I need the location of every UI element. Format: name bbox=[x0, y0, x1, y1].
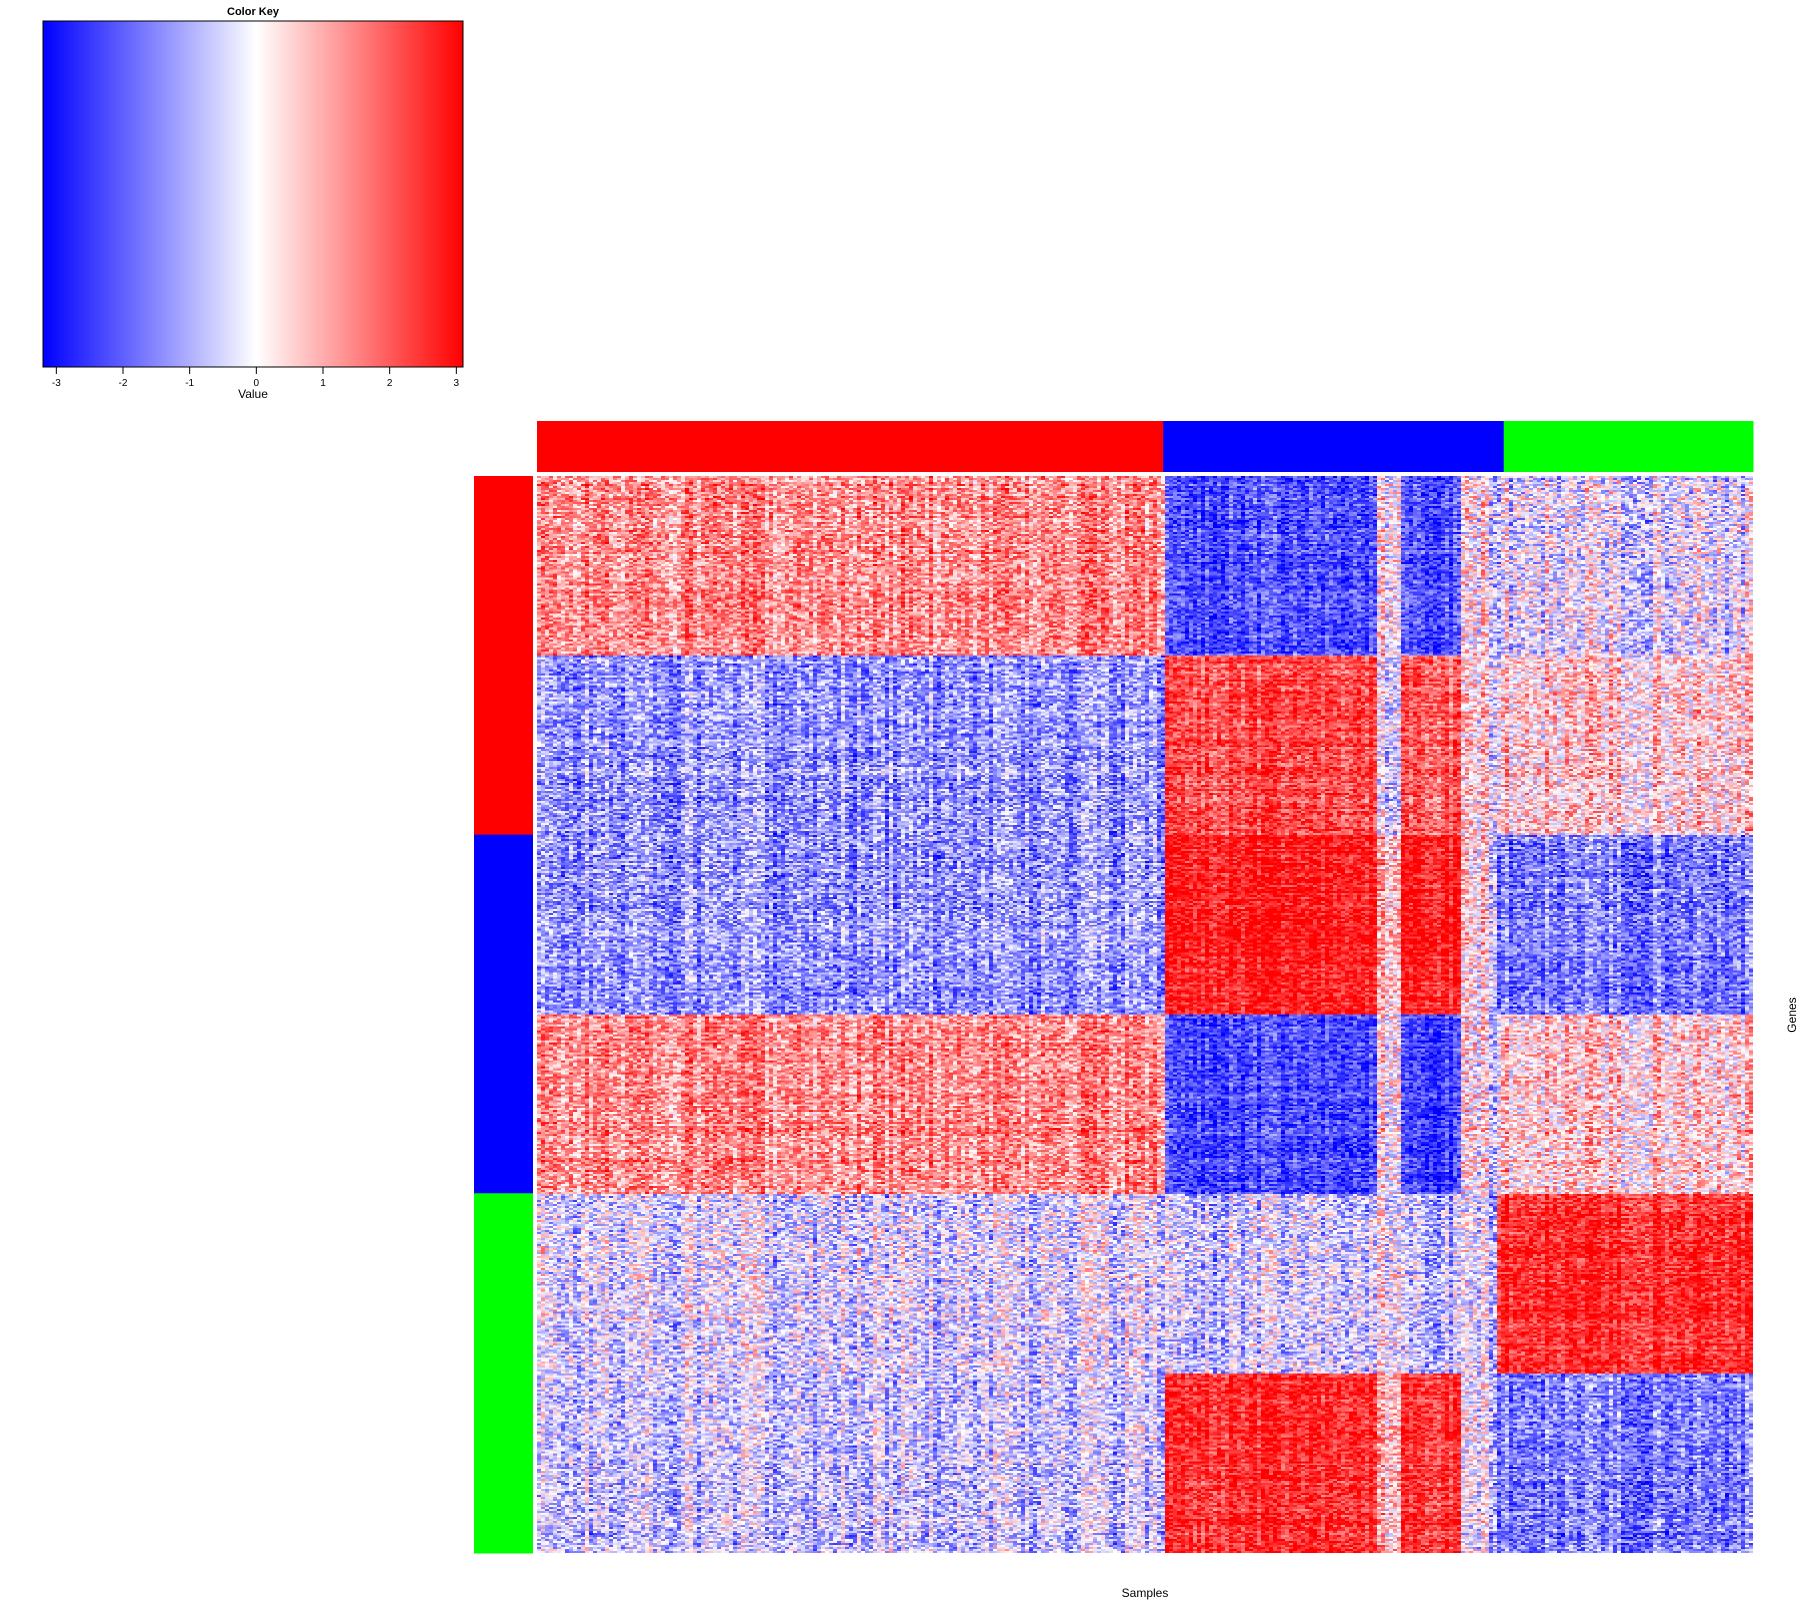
color-key-tick-label: 2 bbox=[387, 378, 393, 389]
color-key-tick-label: 1 bbox=[320, 378, 326, 389]
sample-group-bar bbox=[1503, 421, 1754, 472]
color-key-title: Color Key bbox=[227, 6, 280, 18]
color-key: Color Key -3 -2 -1 0 1 2 3 Value bbox=[42, 6, 464, 401]
sample-group-sidebar bbox=[537, 421, 1754, 472]
color-key-label: Value bbox=[238, 387, 268, 401]
x-axis-label: Samples bbox=[1122, 1586, 1169, 1600]
y-axis-label: Genes bbox=[1785, 997, 1799, 1032]
color-key-tick-label: -3 bbox=[52, 378, 61, 389]
color-key-tick-label: 3 bbox=[454, 378, 460, 389]
color-key-ticks: -3 -2 -1 0 1 2 3 bbox=[52, 367, 460, 389]
color-key-gradient bbox=[42, 20, 464, 368]
color-key-tick-label: 0 bbox=[254, 378, 260, 389]
heatmap-cells bbox=[537, 476, 1753, 1553]
gene-group-bar bbox=[474, 476, 533, 836]
gene-group-sidebar bbox=[474, 476, 533, 1554]
gene-group-bar bbox=[474, 834, 533, 1194]
gene-group-bar bbox=[474, 1193, 533, 1554]
color-key-tick-label: -1 bbox=[185, 378, 194, 389]
sample-group-bar bbox=[1163, 421, 1505, 472]
sample-group-bar bbox=[537, 421, 1164, 472]
color-key-tick-label: -2 bbox=[119, 378, 128, 389]
heatmap-matrix-image bbox=[537, 476, 1753, 1553]
